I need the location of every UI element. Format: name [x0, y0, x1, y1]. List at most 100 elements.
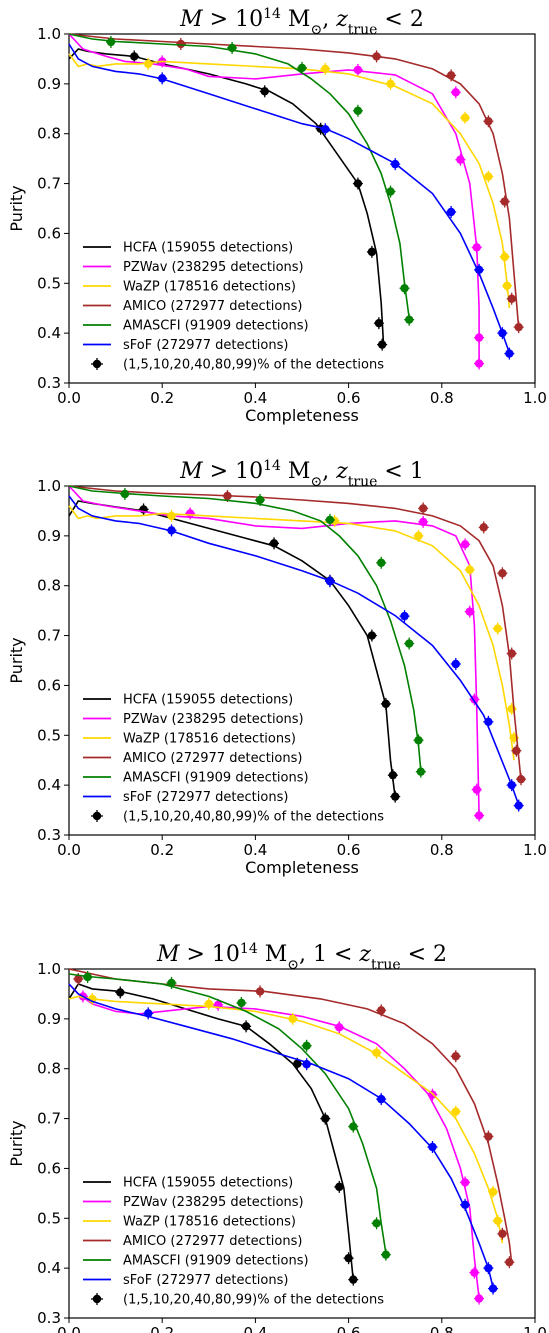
data-point: [413, 734, 424, 747]
marker: [514, 322, 523, 332]
title-part: , 1 <: [299, 942, 359, 967]
data-point: [511, 744, 522, 757]
title-part: 14: [263, 458, 281, 474]
data-point: [404, 313, 415, 326]
data-point: [352, 63, 363, 76]
y-tick-label: 0.7: [37, 627, 61, 645]
data-point: [371, 50, 382, 63]
y-tick-label: 0.4: [37, 776, 61, 794]
marker: [460, 1178, 470, 1187]
marker: [372, 1048, 381, 1057]
marker: [367, 247, 377, 257]
marker: [479, 523, 488, 532]
marker: [400, 611, 409, 621]
marker: [416, 767, 426, 776]
data-point: [143, 57, 154, 70]
marker: [349, 1275, 358, 1284]
marker: [167, 526, 176, 535]
data-point: [446, 205, 457, 218]
title-part: M: [156, 942, 180, 967]
data-point: [143, 1007, 154, 1020]
chart-panel-2: M > 1014 M⊙, ztrue < 10.0 0.2 0.4 0.6 0.8 1.0…: [7, 458, 547, 877]
data-point: [105, 35, 116, 48]
marker: [260, 87, 269, 96]
data-point: [138, 503, 149, 516]
data-point: [418, 502, 429, 515]
data-point: [241, 1020, 252, 1033]
data-point: [166, 976, 177, 989]
title-part: true: [348, 474, 378, 490]
marker: [381, 1250, 391, 1259]
marker: [377, 1094, 386, 1104]
marker: [241, 1022, 251, 1031]
data-point: [450, 1050, 461, 1063]
x-tick-label: 0.4: [243, 389, 267, 407]
marker: [498, 328, 507, 338]
data-point: [399, 610, 410, 623]
marker: [297, 63, 307, 73]
data-point: [474, 1292, 485, 1305]
marker: [74, 974, 83, 984]
data-point: [499, 250, 510, 263]
marker: [391, 792, 400, 801]
marker: [488, 1187, 498, 1197]
data-point: [483, 115, 494, 128]
legend-entry: AMICO (272977 detections): [123, 1234, 302, 1249]
data-point: [390, 158, 401, 171]
y-tick-label: 0.7: [37, 1110, 61, 1128]
data-point: [471, 241, 482, 254]
marker: [353, 65, 363, 75]
series-line-5: [68, 973, 387, 1254]
title-part: 14: [263, 6, 281, 22]
marker: [372, 52, 381, 61]
y-tick-label: 0.9: [37, 75, 61, 93]
marker: [512, 746, 521, 755]
x-tick-label: 1.0: [523, 1324, 547, 1333]
y-tick-label: 0.9: [37, 1010, 61, 1028]
data-point: [504, 347, 515, 360]
data-point: [390, 790, 401, 803]
marker: [500, 252, 509, 262]
data-point: [404, 637, 415, 650]
marker: [353, 179, 363, 188]
x-tick-label: 0.4: [243, 841, 267, 859]
data-point: [497, 567, 508, 580]
data-point: [236, 996, 247, 1009]
data-point: [255, 493, 266, 506]
series-line-4: [68, 33, 520, 329]
title-part: 14: [240, 941, 258, 957]
data-point: [492, 1214, 503, 1227]
data-point: [82, 970, 93, 983]
marker: [158, 74, 167, 83]
marker: [120, 489, 130, 499]
marker: [470, 1268, 479, 1277]
marker: [92, 1294, 102, 1304]
marker: [353, 106, 363, 115]
y-tick-label: 0.6: [37, 224, 61, 242]
x-tick-label: 0.0: [57, 841, 81, 859]
marker: [377, 558, 386, 567]
data-point: [497, 1227, 508, 1240]
legend-entry: WaZP (178516 detections): [123, 732, 296, 747]
marker: [474, 811, 484, 820]
marker: [460, 540, 470, 549]
marker: [269, 539, 279, 548]
data-point: [483, 1262, 494, 1275]
x-tick-label: 1.0: [523, 389, 547, 407]
data-point: [376, 556, 387, 569]
marker: [344, 1253, 353, 1263]
marker: [474, 1294, 484, 1303]
series-line-4: [68, 485, 522, 781]
data-point: [385, 185, 396, 198]
y-tick-label: 0.9: [37, 527, 61, 545]
y-tick-label: 0.7: [37, 175, 61, 193]
data-point: [483, 1130, 494, 1143]
title-part: ,: [322, 459, 336, 484]
marker: [223, 491, 232, 501]
marker: [505, 349, 514, 358]
data-point: [504, 1256, 515, 1269]
marker: [498, 1229, 507, 1238]
data-point: [175, 37, 186, 50]
marker: [446, 207, 456, 217]
y-tick-label: 0.3: [37, 1309, 61, 1327]
